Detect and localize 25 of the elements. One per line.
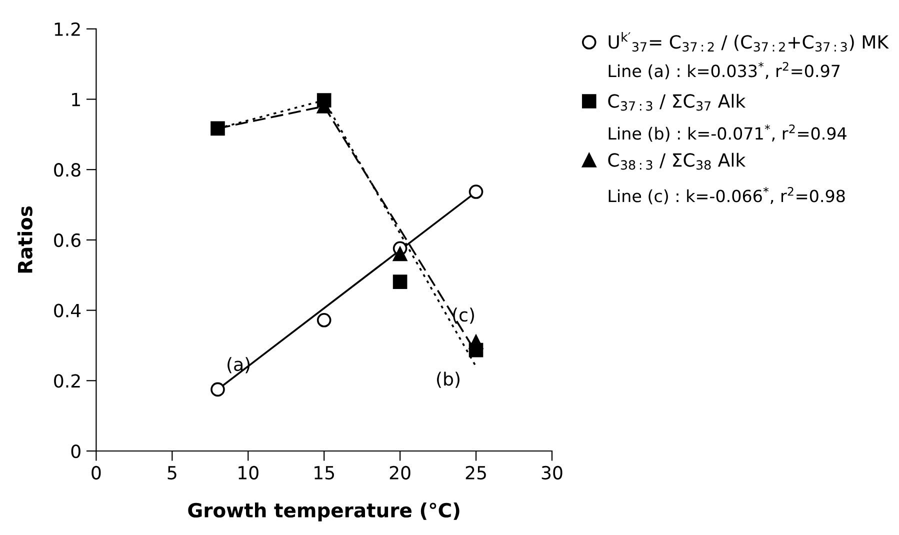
y-tick-label: 1 (72, 92, 80, 106)
x-tick-label: 0 (92, 466, 101, 480)
y-tick-label: 0.8 (54, 163, 80, 177)
annotation: (c) (453, 308, 474, 324)
x-tick-label: 25 (466, 466, 486, 480)
y-axis-title: Ratios (17, 206, 32, 273)
text: Line (c) : k=-0.066$^{*}$, r$^{2}$=0.98 (608, 187, 845, 204)
x-tick-label: 15 (314, 466, 334, 480)
y-tick-label: 0 (71, 444, 80, 458)
text: Line (a) : k=0.033$^{*}$, r$^{2}$=0.97 (608, 62, 840, 80)
text: U$^{k′}$$_{37}$= C$_{37:2}$ / (C$_{37:2}$+C$_{37:3}$) MK (608, 32, 889, 52)
x-tick-label: 5 (168, 466, 176, 480)
x-axis-title: Growth temperature (°C) (188, 502, 460, 522)
text: Line (b) : k=-0.071$^{*}$, r$^{2}$=0.94 (608, 124, 846, 142)
y-tick-label: 0.6 (54, 233, 80, 248)
y-tick-label: 1.2 (54, 22, 80, 36)
x-tick-label: 20 (390, 466, 410, 480)
x-tick-label: 30 (542, 466, 562, 480)
annotation: (b) (437, 372, 460, 388)
annotation: (a) (228, 357, 250, 374)
y-tick-label: 0.4 (54, 304, 81, 318)
x-tick-label: 10 (238, 466, 258, 480)
y-tick-label: 0.2 (54, 374, 80, 388)
legend-label: C$_{38:3}$ / ΣC$_{38}$ Alk (608, 152, 746, 170)
legend-label: C$_{37:3}$ / ΣC$_{37}$ Alk (608, 94, 746, 111)
